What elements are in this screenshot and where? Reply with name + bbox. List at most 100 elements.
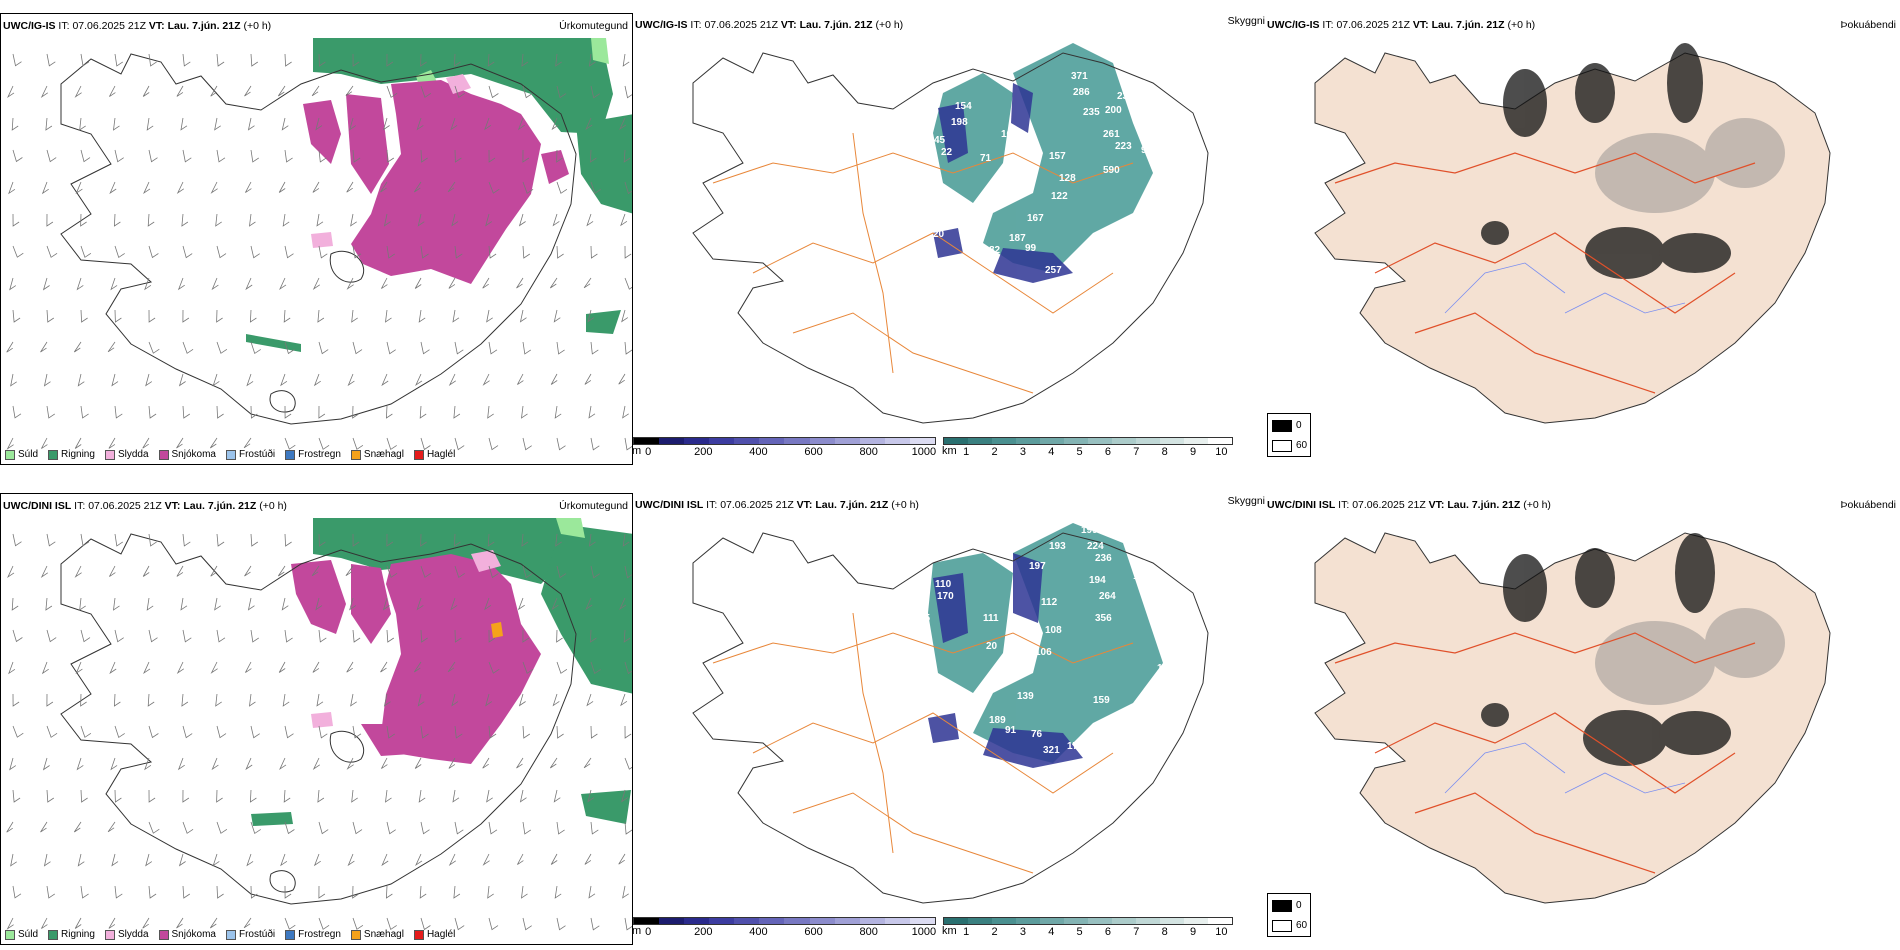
wind-barb — [418, 789, 426, 803]
wind-barb — [109, 85, 116, 97]
wind-barb — [522, 181, 534, 194]
wind-barb — [381, 757, 388, 769]
wind-barb — [346, 277, 354, 290]
wind-barb — [8, 181, 16, 195]
wind-barb — [250, 885, 258, 899]
wind-barb — [454, 437, 465, 451]
rivers — [1444, 262, 1686, 314]
wind-barb — [588, 533, 596, 547]
wind-barb — [46, 693, 54, 707]
wind-barb — [482, 757, 490, 769]
precip-area-sleet — [311, 74, 471, 248]
wind-barbs — [6, 53, 632, 451]
wind-barb — [622, 533, 630, 547]
wind-barb — [245, 757, 253, 771]
scale-tick-label: 0 — [645, 926, 652, 938]
wind-barb — [282, 213, 290, 227]
wind-barb — [453, 405, 461, 419]
wind-barb — [10, 853, 17, 867]
wind-barb — [182, 885, 191, 899]
wind-barb — [6, 821, 14, 833]
wind-barb — [243, 917, 252, 929]
wind-barb — [284, 245, 294, 259]
scale-segment — [968, 438, 992, 444]
wind-barb — [7, 565, 15, 579]
height-label: 199 — [1081, 525, 1098, 536]
height-label: 128 — [1059, 173, 1076, 184]
fog-map-row1: UWC/IG-IS IT: 07.06.2025 21Z VT: Lau. 7.… — [1265, 13, 1900, 465]
wind-barb — [488, 181, 500, 194]
wind-barb — [352, 533, 360, 547]
precip-legend: Súld Rigning Slydda Snjókoma Frostúði Frostre… — [5, 449, 455, 460]
scale-segment — [1112, 918, 1136, 924]
wind-barb — [250, 533, 259, 547]
wind-barb — [281, 597, 289, 611]
height-label: 106 — [1035, 647, 1052, 658]
precip-area-snow — [303, 80, 569, 284]
wind-barb — [420, 533, 427, 547]
wind-barb — [114, 789, 122, 803]
wind-barb — [247, 117, 255, 131]
wind-barb — [12, 725, 24, 738]
wind-barb — [73, 821, 82, 833]
wind-barb — [624, 245, 632, 259]
wind-barb — [454, 341, 464, 355]
scale-segment — [1064, 438, 1088, 444]
wind-barb — [454, 149, 462, 163]
height-label: 223 — [1115, 141, 1132, 152]
wind-barb — [278, 181, 286, 193]
wind-barb — [382, 597, 390, 611]
wind-barb — [250, 53, 259, 67]
height-label: 112 — [1041, 597, 1058, 608]
wind-barb — [73, 341, 82, 353]
wind-barb — [488, 85, 499, 99]
scale-segment — [834, 918, 860, 924]
wind-barb — [216, 245, 227, 259]
precip-area-snow — [291, 554, 541, 764]
wind-barb — [414, 277, 422, 289]
wind-barb — [588, 405, 596, 419]
scale-tick-label: 2 — [991, 446, 998, 458]
legend-label: Frostregn — [298, 929, 341, 940]
wind-barb — [11, 597, 19, 611]
scale-segment — [784, 438, 810, 444]
scale-tick-label: 1000 — [911, 926, 937, 938]
precip-type-map-row2: UWC/DINI ISL IT: 07.06.2025 21Z VT: Lau.… — [0, 493, 633, 945]
scale-segment — [709, 438, 735, 444]
height-label: 162 — [1107, 261, 1124, 272]
precip-area-rain — [246, 38, 632, 352]
legend-swatch — [104, 449, 115, 460]
scale-tick-label: 10 — [1215, 926, 1228, 938]
wind-barb — [624, 85, 632, 99]
wind-barb — [144, 277, 152, 291]
wind-barb — [590, 917, 600, 931]
wind-barb — [250, 821, 261, 835]
wind-barb — [9, 757, 17, 771]
roads-red — [1334, 152, 1756, 394]
wind-barb — [413, 181, 422, 193]
legend-label: Snjókoma — [171, 929, 216, 940]
wind-barb — [215, 213, 222, 227]
legend-swatch — [413, 449, 424, 460]
wind-barb — [180, 117, 188, 131]
wind-barb — [624, 757, 632, 770]
legend-swatch — [413, 929, 424, 940]
wind-barb — [143, 181, 151, 195]
height-label: 91 — [1141, 145, 1153, 156]
wind-barb — [250, 405, 258, 419]
legend-label: Snæhagl — [363, 929, 404, 940]
wind-barb — [488, 437, 499, 451]
wind-barb — [619, 597, 627, 611]
height-label: 71 — [980, 153, 992, 164]
wind-barb — [216, 629, 226, 643]
wind-barb — [176, 437, 184, 449]
precip-legend-item: Súld — [5, 449, 38, 460]
height-label: 109 — [1167, 187, 1184, 198]
scale-tick-label: 5 — [1076, 446, 1083, 458]
fog-white-value: 60 — [1296, 440, 1308, 451]
visibility-map-row2: UWC/DINI ISL IT: 07.06.2025 21Z VT: Lau.… — [633, 493, 1265, 945]
wind-barb — [590, 565, 600, 579]
wind-barb — [522, 629, 530, 643]
wind-barb — [381, 853, 389, 867]
